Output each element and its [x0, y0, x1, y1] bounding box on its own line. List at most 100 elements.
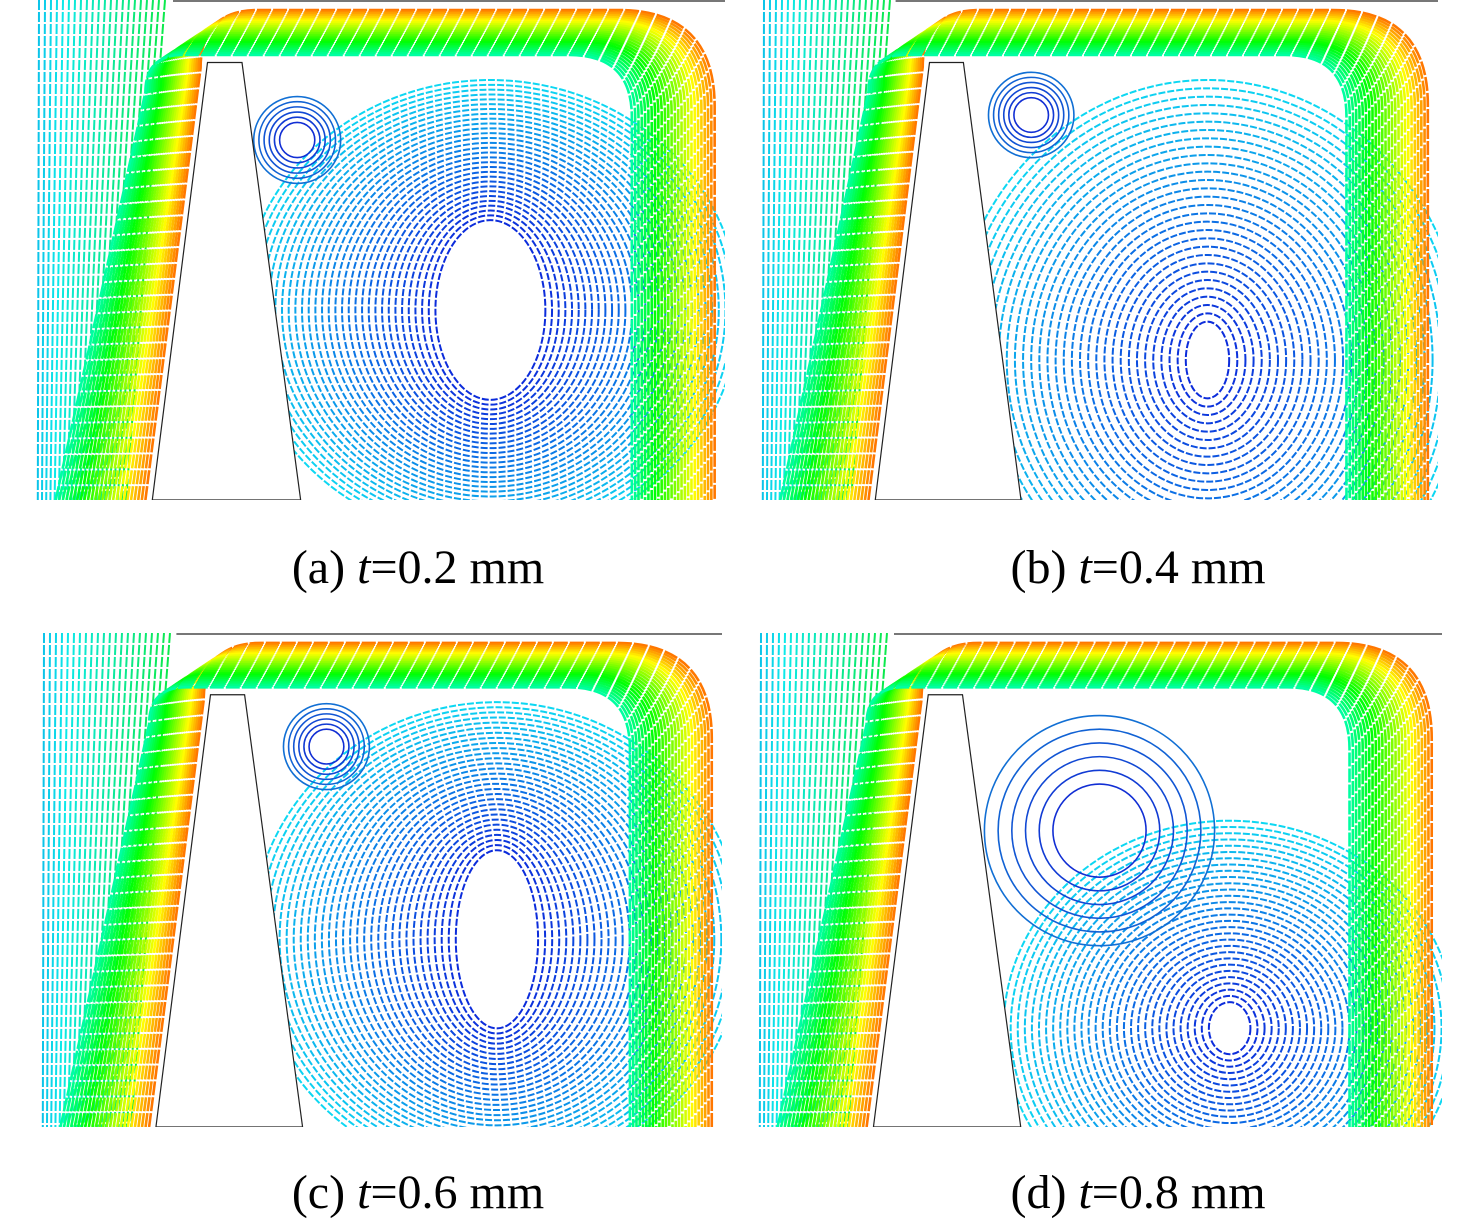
- vortex-streamline: [957, 87, 1438, 500]
- vortex-streamline: [405, 813, 589, 1066]
- channel-streamline: [68, 46, 647, 500]
- vortex-streamline: [427, 214, 554, 406]
- channel-streamline: [819, 664, 1391, 1127]
- vortex-streamline: [1135, 270, 1279, 450]
- vortex-streamline: [1152, 287, 1263, 433]
- corner-vortex: [308, 728, 345, 765]
- vortex-streamline: [327, 757, 666, 1122]
- corner-vortex: [252, 95, 342, 185]
- caption-label: (a): [291, 541, 346, 594]
- vortex-streamline: [1160, 295, 1255, 425]
- corner-vortex: [997, 728, 1202, 933]
- caption: (a) t=0.2 mm: [292, 540, 544, 595]
- vortex-streamline: [1070, 204, 1345, 500]
- vortex-streamline: [398, 808, 596, 1071]
- vortex-streamline: [1122, 926, 1337, 1127]
- corner-vortex: [258, 100, 337, 180]
- channel-streamline: [800, 42, 1368, 500]
- vortex-streamline: [271, 716, 722, 1127]
- streamline-panel: [35, 0, 725, 500]
- vortex-streamline: [354, 161, 627, 459]
- corner-vortex: [997, 81, 1065, 149]
- vortex-streamline: [1087, 220, 1328, 500]
- vortex-streamline: [1184, 320, 1231, 400]
- channel-streamline: [72, 44, 650, 500]
- left-streamline: [41, 633, 45, 1127]
- channel-streamline: [860, 12, 1423, 500]
- caption: (b) t=0.4 mm: [1010, 540, 1265, 595]
- channel-streamline: [76, 677, 648, 1127]
- left-streamline: [775, 633, 786, 1127]
- channel-streamline: [62, 684, 635, 1127]
- caption-value: =0.4 mm: [1091, 541, 1266, 594]
- channel-streamline: [826, 661, 1397, 1127]
- vortex-streamline: [367, 170, 614, 450]
- left-streamline: [787, 0, 801, 500]
- caption: (d) t=0.8 mm: [1010, 1165, 1265, 1220]
- channel-streamline: [66, 682, 638, 1127]
- channel-streamline: [783, 682, 1358, 1127]
- left-streamline: [791, 0, 807, 500]
- corner-vortex: [1013, 96, 1050, 134]
- channel-streamline: [101, 664, 671, 1127]
- channel-streamline: [54, 53, 634, 500]
- channel-streamline: [779, 53, 1348, 500]
- vortex-streamline: [434, 219, 547, 401]
- left-streamline: [770, 0, 777, 500]
- corner-vortex: [268, 111, 326, 169]
- left-streamline: [54, 633, 63, 1127]
- vortex-streamline: [334, 762, 659, 1117]
- left-streamline: [761, 0, 765, 500]
- caption: (c) t=0.6 mm: [292, 1165, 544, 1220]
- channel-streamline: [821, 32, 1387, 500]
- streamline-panel: [760, 0, 1438, 500]
- vortex-streamline: [948, 79, 1438, 500]
- vortex-streamline: [278, 721, 716, 1127]
- channel-streamline: [794, 677, 1368, 1127]
- left-streamline: [71, 633, 87, 1127]
- obstacle: [874, 61, 1022, 500]
- left-streamline: [67, 633, 81, 1127]
- channel-streamline: [817, 33, 1384, 500]
- channel-streamline: [93, 33, 670, 500]
- caption-label: (d): [1010, 1166, 1067, 1219]
- channel-streamline: [797, 675, 1371, 1127]
- vortex-streamline: [1046, 179, 1369, 500]
- left-streamline: [120, 0, 160, 500]
- corner-vortex: [287, 707, 366, 786]
- obstacle: [155, 694, 304, 1127]
- corner-vortex: [983, 714, 1216, 947]
- caption-variable: t: [1078, 541, 1092, 594]
- corner-vortex: [263, 106, 332, 174]
- vortex-streamline: [391, 803, 603, 1076]
- channel-streamline: [815, 666, 1387, 1127]
- left-streamline: [87, 0, 112, 500]
- corner-vortex: [282, 702, 371, 791]
- left-streamline: [50, 633, 57, 1127]
- vortex-streamline: [1179, 976, 1280, 1081]
- left-streamline: [66, 0, 82, 500]
- channel-streamline: [776, 686, 1351, 1127]
- left-streamline: [62, 633, 75, 1127]
- vortex-streamline: [381, 180, 600, 440]
- vortex-streamline: [285, 726, 709, 1127]
- channel-streamline: [69, 680, 642, 1127]
- channel-streamline: [84, 673, 655, 1127]
- vortex-streamline: [1207, 1001, 1252, 1056]
- vortex-streamline: [1168, 304, 1247, 416]
- vortex-streamline: [1172, 969, 1287, 1087]
- left-streamline: [53, 0, 64, 500]
- left-streamline: [782, 0, 795, 500]
- channel-streamline: [79, 41, 657, 500]
- channel-streamline: [779, 684, 1355, 1127]
- corner-vortex: [1002, 86, 1060, 144]
- caption-value: =0.6 mm: [370, 1166, 545, 1219]
- left-streamline: [49, 0, 58, 500]
- left-streamline: [58, 633, 69, 1127]
- left-streamline: [766, 0, 771, 500]
- channel-streamline: [838, 23, 1404, 500]
- vortex-streamline: [401, 195, 580, 425]
- channel-streamline: [796, 44, 1365, 500]
- channel-streamline: [73, 678, 645, 1127]
- vortex-streamline: [1023, 838, 1436, 1127]
